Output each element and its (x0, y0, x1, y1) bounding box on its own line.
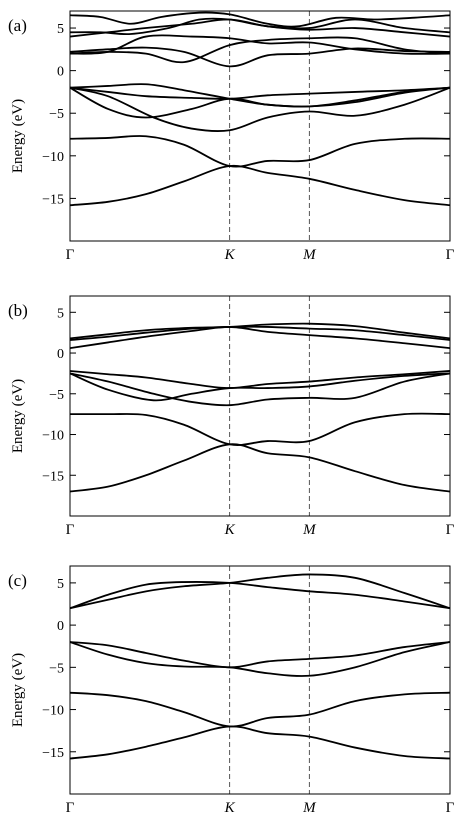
band-line-6 (70, 581, 450, 610)
y-axis-label: Energy (eV) (10, 379, 26, 453)
plot-frame (69, 10, 451, 242)
y-tick-label: 0 (57, 65, 64, 80)
panel-label: (b) (8, 301, 28, 320)
band-line-1 (70, 443, 450, 493)
panel-b: 5 0 −5 −10 −15 Γ K M Γ (b) Energy (eV) (8, 295, 455, 538)
band-line-7 (70, 325, 450, 341)
x-tick-label-gamma: Γ (66, 522, 75, 538)
y-axis-label: Energy (eV) (10, 653, 26, 727)
y-tick-label: 0 (57, 619, 64, 634)
bands (70, 11, 450, 207)
band-line-4 (70, 372, 450, 402)
y-tick-label: −10 (42, 704, 64, 719)
x-tick-label-m: M (302, 247, 317, 263)
band-line-3 (70, 372, 450, 407)
band-line-1 (70, 725, 450, 760)
bands (70, 322, 450, 493)
panel-a: 5 0 −5 −10 −15 Γ K M Γ (a) Energy (eV) (8, 10, 455, 263)
band-line-6 (70, 326, 450, 350)
y-tick-label: −15 (42, 746, 64, 761)
band-line-11 (70, 17, 450, 36)
band-line-2 (70, 691, 450, 728)
x-tick-label-k: K (224, 522, 236, 538)
x-tick-label-m: M (302, 522, 317, 538)
band-line-5 (70, 370, 450, 389)
band-line-5 (70, 573, 450, 610)
x-tick-label-gamma: Γ (446, 247, 455, 263)
y-tick-label: −15 (42, 192, 64, 207)
x-tick-label-gamma: Γ (446, 800, 455, 816)
x-tick-label-k: K (224, 800, 236, 816)
band-line-6 (70, 83, 450, 108)
band-line-3 (70, 86, 450, 132)
y-tick-label: −5 (49, 661, 64, 676)
y-tick-label: −10 (42, 429, 64, 444)
band-line-9 (70, 34, 450, 55)
band-line-5 (70, 86, 450, 100)
x-tick-label-k: K (224, 247, 236, 263)
x-tick-label-m: M (302, 800, 317, 816)
x-tick-label-gamma: Γ (66, 247, 75, 263)
x-tick-label-gamma: Γ (446, 522, 455, 538)
plot-frame (69, 565, 451, 795)
y-axis-label: Energy (eV) (10, 99, 26, 173)
y-tick-label: 0 (57, 347, 64, 362)
band-line-8 (70, 322, 450, 340)
band-line-3 (70, 641, 450, 677)
x-tick-label-gamma: Γ (66, 800, 75, 816)
y-tick-label: −10 (42, 150, 64, 165)
plot-frame (69, 295, 451, 517)
y-tick-label: −5 (49, 107, 64, 122)
y-tick-label: 5 (57, 577, 64, 592)
panel-label: (a) (8, 16, 27, 35)
y-tick-label: −15 (42, 469, 64, 484)
y-tick-label: 5 (57, 22, 64, 37)
y-tick-label: 5 (57, 306, 64, 321)
y-tick-label: −5 (49, 388, 64, 403)
band-line-1 (70, 164, 450, 207)
panel-label: (c) (8, 571, 27, 590)
band-line-4 (70, 86, 450, 119)
band-line-2 (70, 412, 450, 446)
band-line-4 (70, 641, 450, 669)
band-line-2 (70, 135, 450, 168)
band-line-12 (70, 11, 450, 28)
bands (70, 573, 450, 760)
panel-c: 5 0 −5 −10 −15 Γ K M Γ (c) Energy (eV) (8, 565, 455, 816)
band-line-8 (70, 46, 450, 68)
